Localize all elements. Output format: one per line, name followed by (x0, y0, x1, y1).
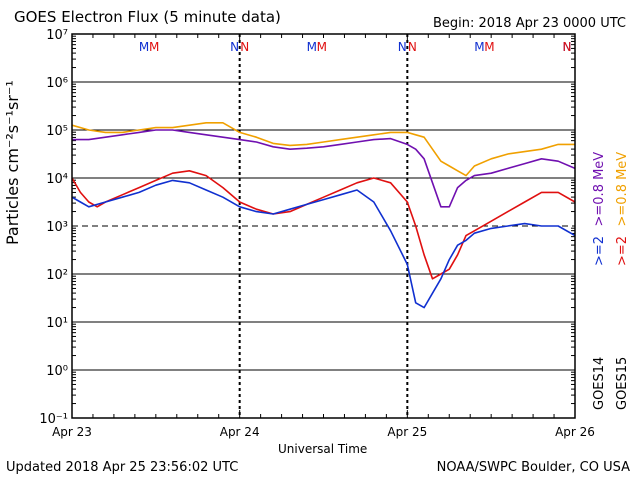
x-tick-label: Apr 26 (555, 425, 595, 439)
marker-label: M (317, 40, 327, 54)
y-tick-label: 10⁴ (46, 172, 68, 187)
marker-label: M (307, 40, 317, 54)
y-tick-label: 10⁰ (46, 364, 68, 379)
x-axis-label: Universal Time (278, 442, 368, 456)
series-line-1 (72, 129, 576, 208)
x-tick-label: Apr 24 (220, 425, 260, 439)
marker-label: M (149, 40, 159, 54)
marker-label: M (474, 40, 484, 54)
plot-frame (71, 33, 576, 419)
updated-timestamp: Updated 2018 Apr 25 23:56:02 UTC (6, 460, 239, 475)
legend-label: >=2 (615, 236, 630, 266)
legend-label: >=0.8 MeV (592, 152, 607, 227)
series-line-3 (71, 179, 576, 309)
marker-label: N (240, 40, 249, 54)
y-tick-label: 10⁷ (46, 28, 68, 43)
marker-label: N (408, 40, 417, 54)
y-tick-label: 10⁻¹ (39, 412, 68, 427)
legend-label: >=2 (592, 236, 607, 266)
begin-time-label: Begin: 2018 Apr 23 0000 UTC (432, 16, 626, 31)
legend-label: GOES14 (592, 357, 607, 410)
marker-label: N (398, 40, 407, 54)
credit-label: NOAA/SWPC Boulder, CO USA (436, 460, 630, 475)
y-tick-label: 10² (46, 268, 68, 283)
marker-label: M (139, 40, 149, 54)
y-tick-label: 10³ (46, 220, 68, 235)
x-tick-label: Apr 23 (52, 425, 92, 439)
marker-label: N (563, 40, 572, 54)
marker-label: M (484, 40, 494, 54)
series-line-0 (71, 122, 575, 177)
y-tick-label: 10¹ (46, 316, 68, 331)
x-tick-label: Apr 25 (387, 425, 427, 439)
series-line-2 (71, 170, 576, 280)
marker-label: N (563, 40, 572, 54)
y-tick-label: 10⁵ (46, 124, 68, 139)
y-tick-label: 10⁶ (46, 76, 68, 91)
legend-label: >=0.8 MeV (615, 152, 630, 227)
marker-label: N (230, 40, 239, 54)
chart-title: GOES Electron Flux (5 minute data) (14, 8, 281, 26)
legend-label: GOES15 (615, 357, 630, 410)
